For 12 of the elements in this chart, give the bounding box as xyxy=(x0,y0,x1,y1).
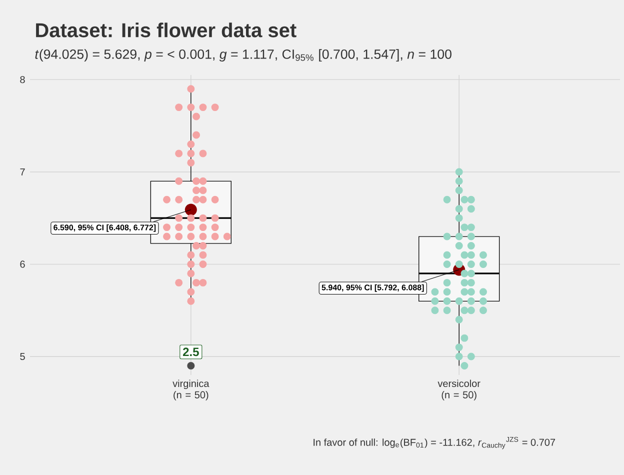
annotation: 2.5 xyxy=(182,348,199,356)
y-tick-label: 7 xyxy=(20,168,25,176)
x-tick-label: versicolor (n = 50) xyxy=(438,380,480,400)
y-tick-label: 8 xyxy=(20,76,25,84)
x-tick-label: virginica (n = 50) xyxy=(172,380,210,400)
text: t(94.025) = 5.629, p = < 0.001, g = 1.117, CI$_{95%}$ [0.700, 1.547], n = 100 xyxy=(35,49,452,62)
y-tick-label: 6 xyxy=(20,260,25,268)
y-tick-label: 5 xyxy=(20,353,25,360)
chart-title: Dataset: Iris flower data set xyxy=(36,22,296,38)
annotation: 5.940, 95% CI [5.792, 6.088] xyxy=(322,284,424,292)
annotation: 6.590, 95% CI [6.408, 6.772] xyxy=(54,224,156,232)
text: In favor of null: log$_{e}$(BF$_{01}$) = -11.162, r$_{Cauchy}$$^{JZS}$ = 0.707 xyxy=(314,436,556,450)
